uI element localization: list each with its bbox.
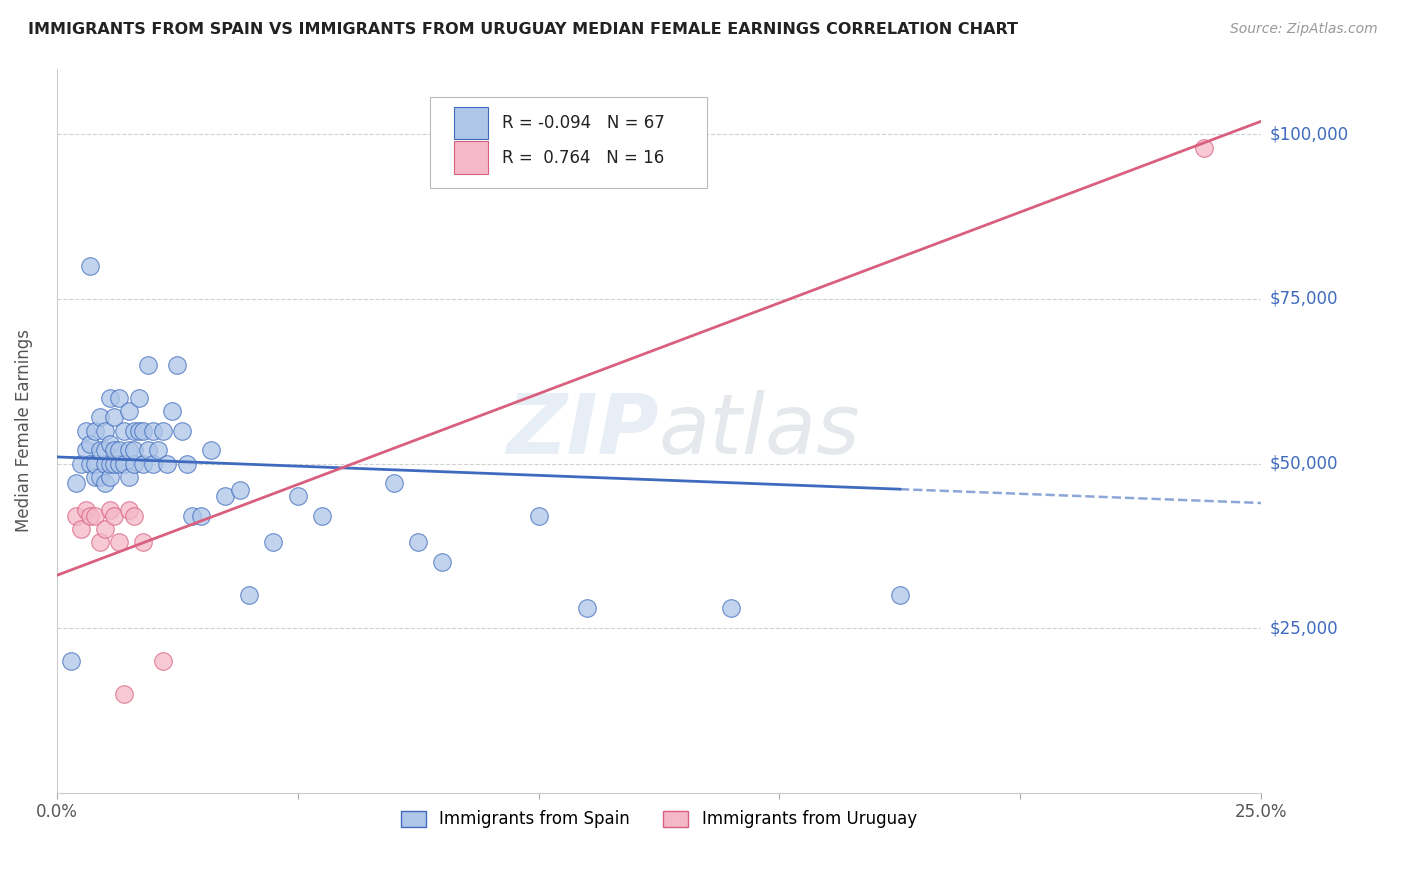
- Point: [406, 535, 429, 549]
- Point: [89, 443, 111, 458]
- Point: [142, 424, 165, 438]
- FancyBboxPatch shape: [454, 141, 488, 174]
- Point: [75, 443, 97, 458]
- Point: [84, 424, 107, 438]
- Point: [132, 457, 155, 471]
- Point: [122, 509, 145, 524]
- Point: [214, 490, 236, 504]
- Text: $25,000: $25,000: [1270, 619, 1339, 637]
- Point: [94, 522, 117, 536]
- Point: [311, 509, 333, 524]
- Text: R = -0.094   N = 67: R = -0.094 N = 67: [502, 114, 665, 132]
- Text: R =  0.764   N = 16: R = 0.764 N = 16: [502, 149, 665, 167]
- Point: [156, 457, 179, 471]
- Y-axis label: Median Female Earnings: Median Female Earnings: [15, 329, 32, 533]
- Point: [118, 443, 141, 458]
- Point: [152, 424, 174, 438]
- Point: [89, 469, 111, 483]
- Point: [79, 509, 101, 524]
- Point: [98, 469, 121, 483]
- Point: [112, 457, 135, 471]
- Point: [103, 443, 125, 458]
- Point: [89, 410, 111, 425]
- Point: [98, 436, 121, 450]
- Point: [430, 555, 453, 569]
- Text: atlas: atlas: [659, 390, 860, 471]
- Point: [128, 424, 150, 438]
- Point: [382, 476, 405, 491]
- Point: [84, 509, 107, 524]
- Text: Source: ZipAtlas.com: Source: ZipAtlas.com: [1230, 22, 1378, 37]
- Point: [122, 443, 145, 458]
- Point: [132, 424, 155, 438]
- Point: [118, 404, 141, 418]
- Point: [65, 476, 87, 491]
- Point: [108, 457, 131, 471]
- Point: [118, 502, 141, 516]
- Text: IMMIGRANTS FROM SPAIN VS IMMIGRANTS FROM URUGUAY MEDIAN FEMALE EARNINGS CORRELAT: IMMIGRANTS FROM SPAIN VS IMMIGRANTS FROM…: [28, 22, 1018, 37]
- Point: [75, 502, 97, 516]
- Point: [79, 436, 101, 450]
- Point: [262, 535, 284, 549]
- Point: [122, 424, 145, 438]
- Point: [108, 391, 131, 405]
- Point: [176, 457, 198, 471]
- Point: [103, 457, 125, 471]
- Point: [122, 457, 145, 471]
- Point: [69, 457, 91, 471]
- Legend: Immigrants from Spain, Immigrants from Uruguay: Immigrants from Spain, Immigrants from U…: [394, 804, 924, 835]
- Point: [112, 687, 135, 701]
- Point: [170, 424, 193, 438]
- Point: [108, 443, 131, 458]
- Point: [94, 476, 117, 491]
- Point: [94, 457, 117, 471]
- Point: [720, 601, 742, 615]
- Point: [152, 654, 174, 668]
- Point: [889, 588, 911, 602]
- Point: [118, 469, 141, 483]
- Point: [146, 443, 169, 458]
- Point: [200, 443, 222, 458]
- Point: [69, 522, 91, 536]
- Text: $100,000: $100,000: [1270, 126, 1348, 144]
- Point: [190, 509, 212, 524]
- Point: [98, 391, 121, 405]
- Point: [527, 509, 550, 524]
- Point: [180, 509, 202, 524]
- Point: [84, 457, 107, 471]
- Point: [98, 502, 121, 516]
- Point: [94, 424, 117, 438]
- FancyBboxPatch shape: [430, 97, 707, 188]
- Point: [84, 469, 107, 483]
- Point: [79, 457, 101, 471]
- Point: [1192, 140, 1215, 154]
- Point: [132, 535, 155, 549]
- Point: [103, 509, 125, 524]
- Point: [238, 588, 260, 602]
- FancyBboxPatch shape: [454, 106, 488, 139]
- Point: [166, 358, 188, 372]
- Text: $50,000: $50,000: [1270, 455, 1339, 473]
- Point: [575, 601, 598, 615]
- Point: [98, 457, 121, 471]
- Point: [162, 404, 184, 418]
- Point: [108, 535, 131, 549]
- Point: [229, 483, 252, 497]
- Point: [287, 490, 309, 504]
- Point: [65, 509, 87, 524]
- Text: $75,000: $75,000: [1270, 290, 1339, 308]
- Point: [94, 443, 117, 458]
- Text: ZIP: ZIP: [506, 390, 659, 471]
- Point: [103, 410, 125, 425]
- Point: [136, 358, 159, 372]
- Point: [128, 391, 150, 405]
- Point: [75, 424, 97, 438]
- Point: [112, 424, 135, 438]
- Point: [79, 259, 101, 273]
- Point: [142, 457, 165, 471]
- Point: [89, 535, 111, 549]
- Point: [60, 654, 83, 668]
- Point: [136, 443, 159, 458]
